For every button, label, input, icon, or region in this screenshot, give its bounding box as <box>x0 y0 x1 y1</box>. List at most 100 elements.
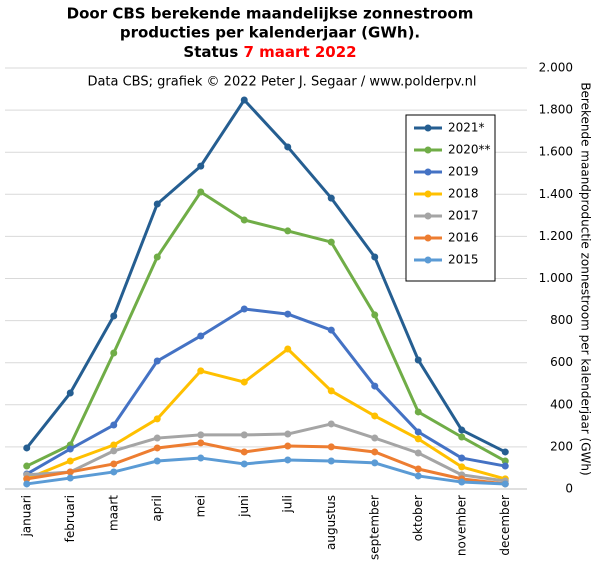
data-point <box>66 457 74 465</box>
data-point <box>240 460 248 468</box>
series-line <box>26 307 506 476</box>
data-point <box>414 465 422 473</box>
data-point <box>458 478 466 486</box>
data-point <box>66 468 74 476</box>
data-point <box>327 420 335 428</box>
x-tick-label: oktober <box>411 495 425 541</box>
data-point <box>197 367 205 375</box>
data-point <box>371 412 379 420</box>
data-point <box>110 349 118 357</box>
data-point <box>197 431 205 439</box>
data-point <box>414 356 422 364</box>
data-point <box>240 96 248 104</box>
y-tick-label: 1.400 <box>539 187 573 201</box>
data-point <box>110 441 118 449</box>
data-point <box>371 459 379 467</box>
series-line <box>25 98 506 454</box>
y-axis-label: Berekende maandproductie zonnestroom per… <box>579 82 593 475</box>
legend-swatch <box>424 234 432 242</box>
data-point <box>66 389 74 397</box>
y-tick-label: 400 <box>550 397 573 411</box>
data-point <box>371 382 379 390</box>
data-point <box>66 474 74 482</box>
data-point <box>371 448 379 456</box>
data-point <box>240 305 248 313</box>
series-line <box>26 456 506 486</box>
data-point <box>110 447 118 455</box>
legend-swatch <box>424 124 432 132</box>
data-point <box>371 434 379 442</box>
y-tick-label: 0 <box>565 482 573 496</box>
data-point <box>110 468 118 476</box>
legend-swatch <box>424 212 432 220</box>
x-tick-label: april <box>150 495 164 522</box>
data-point <box>458 454 466 462</box>
data-point <box>23 480 31 488</box>
title-highlight: 7 maart 2022 <box>244 43 357 61</box>
chart-title: Door CBS berekende maandelijkse zonnestr… <box>67 5 474 23</box>
data-point <box>327 326 335 334</box>
x-tick-label: juli <box>280 495 294 514</box>
data-point <box>458 426 466 434</box>
data-point <box>371 253 379 261</box>
x-tick-label: februari <box>63 495 77 542</box>
data-point <box>327 194 335 202</box>
data-point <box>284 430 292 438</box>
legend-swatch <box>424 168 432 176</box>
data-point <box>501 480 509 488</box>
y-tick-label: 2.000 <box>539 61 573 75</box>
data-point <box>284 227 292 235</box>
x-tick-label: juni <box>237 495 251 518</box>
legend-label: 2019 <box>448 165 479 179</box>
data-point <box>23 462 31 470</box>
chart-title: producties per kalenderjaar (GWh). <box>120 24 420 42</box>
data-point <box>501 457 509 465</box>
y-tick-label: 1.600 <box>539 145 573 159</box>
x-tick-label: maart <box>106 495 120 531</box>
data-point <box>284 442 292 450</box>
data-point <box>153 415 161 423</box>
chart-title: Status 7 maart 2022 <box>183 43 356 61</box>
data-point <box>414 449 422 457</box>
legend-swatch <box>424 256 432 264</box>
x-tick-label: mei <box>193 495 207 517</box>
data-point <box>414 435 422 443</box>
data-point <box>240 378 248 386</box>
data-point <box>414 428 422 436</box>
legend-label: 2017 <box>448 209 479 223</box>
data-point <box>501 448 509 456</box>
data-point <box>153 444 161 452</box>
legend-label: 2016 <box>448 231 479 245</box>
legend-label: 2020** <box>448 143 491 157</box>
legend-label: 2015 <box>448 253 479 267</box>
y-tick-label: 1.800 <box>539 103 573 117</box>
data-point <box>327 238 335 246</box>
chart-title: Status <box>183 43 238 61</box>
data-point <box>501 462 509 470</box>
data-point <box>284 345 292 353</box>
y-tick-label: 1.200 <box>539 229 573 243</box>
data-point <box>197 439 205 447</box>
data-point <box>110 312 118 320</box>
data-point <box>240 431 248 439</box>
y-tick-label: 200 <box>550 439 573 453</box>
data-point <box>197 162 205 170</box>
data-point <box>153 357 161 365</box>
x-tick-label: november <box>454 495 468 556</box>
data-point <box>327 457 335 465</box>
data-point <box>240 448 248 456</box>
data-point <box>197 332 205 340</box>
y-tick-label: 600 <box>550 355 573 369</box>
data-point <box>153 200 161 208</box>
data-point <box>458 463 466 471</box>
data-point <box>66 445 74 453</box>
data-point <box>327 443 335 451</box>
y-tick-label: 1.000 <box>539 271 573 285</box>
x-tick-label: januari <box>19 495 33 538</box>
legend-swatch <box>424 190 432 198</box>
subtitle: Data CBS; grafiek © 2022 Peter J. Segaar… <box>87 75 476 90</box>
series-line <box>26 422 506 483</box>
data-point <box>153 253 161 261</box>
data-point <box>23 475 31 483</box>
data-point <box>284 310 292 318</box>
